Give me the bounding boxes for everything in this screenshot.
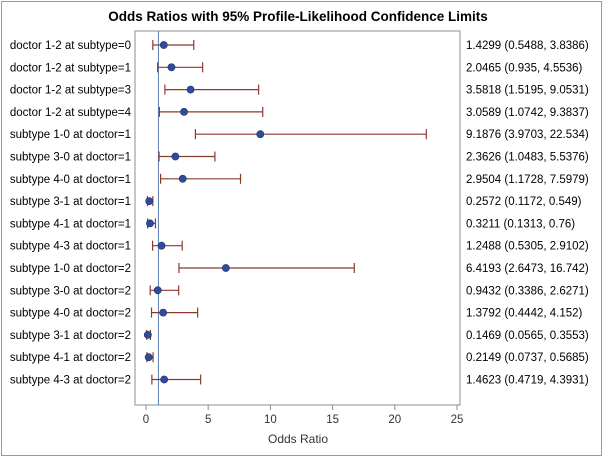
estimate-label: 0.9432 (0.3386, 2.6271) xyxy=(466,285,589,297)
confidence-intervals xyxy=(146,40,427,385)
estimate-label: 2.3626 (1.0483, 5.5376) xyxy=(466,152,589,164)
x-tick-label: 10 xyxy=(264,414,277,426)
estimate-label: 1.4623 (0.4719, 4.3931) xyxy=(466,375,589,387)
row-label: subtype 4-0 at doctor=2 xyxy=(10,308,131,320)
estimate-label: 0.1469 (0.0565, 0.3553) xyxy=(466,330,589,342)
row-label: subtype 4-1 at doctor=2 xyxy=(10,352,131,364)
estimate-label: 1.2488 (0.5305, 2.9102) xyxy=(466,241,589,253)
plot-area xyxy=(134,30,461,406)
row-labels: doctor 1-2 at subtype=0 doctor 1-2 at sub… xyxy=(10,40,132,387)
estimate-label: 1.4299 (0.5488, 3.8386) xyxy=(466,40,589,52)
odds-ratio-point xyxy=(159,308,168,317)
estimate-label: 3.0589 (1.0742, 9.3837) xyxy=(466,107,589,119)
odds-ratio-point xyxy=(186,85,195,94)
odds-ratio-point xyxy=(145,197,154,205)
odds-ratio-point xyxy=(160,375,169,384)
x-axis-ticks: 0 5 10 15 20 25 xyxy=(143,405,464,426)
estimate-label: 1.3792 (0.4442, 4.152) xyxy=(466,308,583,320)
row-label: subtype 4-0 at doctor=1 xyxy=(10,174,131,186)
odds-ratio-point xyxy=(171,152,180,161)
x-tick-label: 0 xyxy=(143,414,149,426)
odds-ratio-markers xyxy=(143,41,265,384)
odds-ratio-point xyxy=(180,108,188,116)
odds-ratio-point xyxy=(256,130,265,139)
row-label: subtype 4-1 at doctor=1 xyxy=(10,218,131,230)
x-tick-label: 15 xyxy=(326,414,339,426)
estimate-label: 2.9504 (1.1728, 7.5979) xyxy=(466,174,589,186)
row-label: doctor 1-2 at subtype=0 xyxy=(10,40,131,52)
row-label: subtype 3-0 at doctor=2 xyxy=(10,285,131,297)
row-label: subtype 1-0 at doctor=2 xyxy=(10,263,131,275)
estimate-label: 0.2149 (0.0737, 0.5685) xyxy=(466,352,589,364)
estimate-label: 0.3211 (0.1313, 0.76) xyxy=(466,218,575,230)
row-label: doctor 1-2 at subtype=1 xyxy=(10,62,131,74)
odds-ratio-point xyxy=(167,63,176,72)
odds-ratio-point xyxy=(157,241,166,250)
row-label: subtype 4-3 at doctor=2 xyxy=(10,375,131,387)
odds-ratio-point xyxy=(221,264,230,272)
odds-ratio-point xyxy=(146,219,154,228)
row-label: doctor 1-2 at subtype=3 xyxy=(10,85,131,97)
row-label: subtype 3-1 at doctor=1 xyxy=(10,196,131,208)
row-label: subtype 4-3 at doctor=1 xyxy=(10,241,131,253)
estimate-label: 2.0465 (0.935, 4.5536) xyxy=(466,62,583,74)
estimate-labels: 1.4299 (0.5488, 3.8386) 2.0465 (0.935, 4.… xyxy=(466,40,589,387)
estimate-label: 0.2572 (0.1172, 0.549) xyxy=(466,196,582,208)
x-tick-label: 25 xyxy=(451,414,464,426)
chart-title: Odds Ratios with 95% Profile-Likelihood … xyxy=(108,9,488,24)
x-tick-label: 20 xyxy=(388,414,401,426)
odds-ratio-point xyxy=(178,174,187,183)
odds-ratio-point xyxy=(153,286,162,295)
x-tick-label: 5 xyxy=(205,414,211,426)
estimate-label: 9.1876 (3.9703, 22.534) xyxy=(466,129,589,141)
odds-ratio-point xyxy=(159,41,168,49)
row-label: subtype 1-0 at doctor=1 xyxy=(10,129,131,141)
row-label: subtype 3-1 at doctor=2 xyxy=(10,330,131,342)
odds-ratio-point xyxy=(144,353,153,362)
row-label: doctor 1-2 at subtype=4 xyxy=(10,107,132,119)
x-axis-label: Odds Ratio xyxy=(268,432,328,446)
odds-ratio-point xyxy=(143,330,152,339)
estimate-label: 3.5818 (1.5195, 9.0531) xyxy=(466,85,589,97)
estimate-label: 6.4193 (2.6473, 16.742) xyxy=(466,263,589,275)
row-label: subtype 3-0 at doctor=1 xyxy=(10,152,131,164)
